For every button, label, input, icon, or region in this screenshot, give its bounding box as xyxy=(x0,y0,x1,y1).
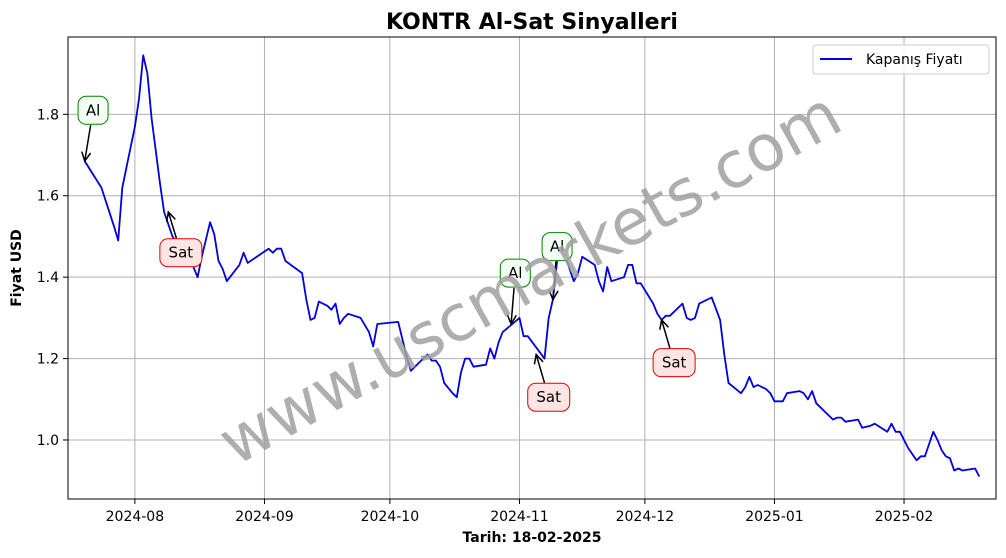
signal-label-text: Al xyxy=(550,238,564,256)
signal-label-box xyxy=(527,382,571,412)
signal-arrow-shaft xyxy=(660,319,671,349)
x-tick-label: 2025-02 xyxy=(875,509,934,525)
y-axis-label: Fiyat USD xyxy=(9,229,25,307)
y-tick-label: 1.6 xyxy=(37,189,59,205)
sell-signal: Sat xyxy=(652,318,696,378)
signal-label-box xyxy=(541,232,573,262)
sell-signal: Sat xyxy=(527,352,571,412)
y-tick-label: 1.0 xyxy=(37,433,59,449)
buy-signal: Al xyxy=(77,95,109,163)
x-tick-label: 2025-01 xyxy=(745,509,804,525)
legend-box xyxy=(812,44,990,75)
y-tick-label: 1.8 xyxy=(37,107,59,123)
signal-arrow-shaft xyxy=(510,287,515,325)
x-axis-label: Tarih: 18-02-2025 xyxy=(463,530,602,546)
plot-frame xyxy=(67,36,997,500)
y-tick-label: 1.4 xyxy=(37,270,59,286)
axis-ticks: 2024-08 2024-09 2024-10 2024-11 2024-12 2025-… xyxy=(37,107,934,525)
x-tick-label: 2024-11 xyxy=(490,509,549,525)
signal-arrow-shaft xyxy=(167,211,178,239)
x-tick-label: 2024-09 xyxy=(235,509,294,525)
signal-label-box xyxy=(159,238,203,268)
signal-label-text: Sat xyxy=(662,354,687,372)
signal-arrow-head xyxy=(506,314,517,326)
signal-arrow-shaft xyxy=(83,124,92,162)
y-tick-label: 1.2 xyxy=(37,352,59,368)
signal-label-text: Sat xyxy=(536,388,561,406)
chart-title: KONTR Al-Sat Sinyalleri xyxy=(386,10,678,35)
signal-arrow-head xyxy=(165,210,176,223)
legend: Kapanış Fiyatı xyxy=(812,44,990,75)
signal-arrow-head xyxy=(81,151,92,163)
signal-label-text: Al xyxy=(86,101,100,119)
signal-label-text: Sat xyxy=(169,244,194,262)
signal-label-box xyxy=(499,258,531,288)
signal-label-box xyxy=(77,95,109,125)
signal-arrow-shaft xyxy=(535,354,546,384)
signal-arrow-head xyxy=(659,318,669,330)
sell-signal: Sat xyxy=(159,210,203,268)
x-tick-label: 2024-12 xyxy=(616,509,675,525)
buy-signal: Al xyxy=(499,258,531,326)
x-tick-label: 2024-08 xyxy=(106,509,165,525)
signal-annotations: Al Sat Al Sat Al Sat xyxy=(77,95,696,412)
signal-arrow-head xyxy=(548,289,559,302)
grid xyxy=(68,37,996,499)
x-tick-label: 2024-10 xyxy=(361,509,420,525)
buy-signal: Al xyxy=(541,232,573,302)
legend-label: Kapanış Fiyatı xyxy=(866,52,963,68)
signal-arrow-head xyxy=(533,352,544,365)
signal-label-box xyxy=(652,348,696,378)
signal-arrow-shaft xyxy=(552,261,557,300)
signal-label-text: Al xyxy=(508,264,522,282)
